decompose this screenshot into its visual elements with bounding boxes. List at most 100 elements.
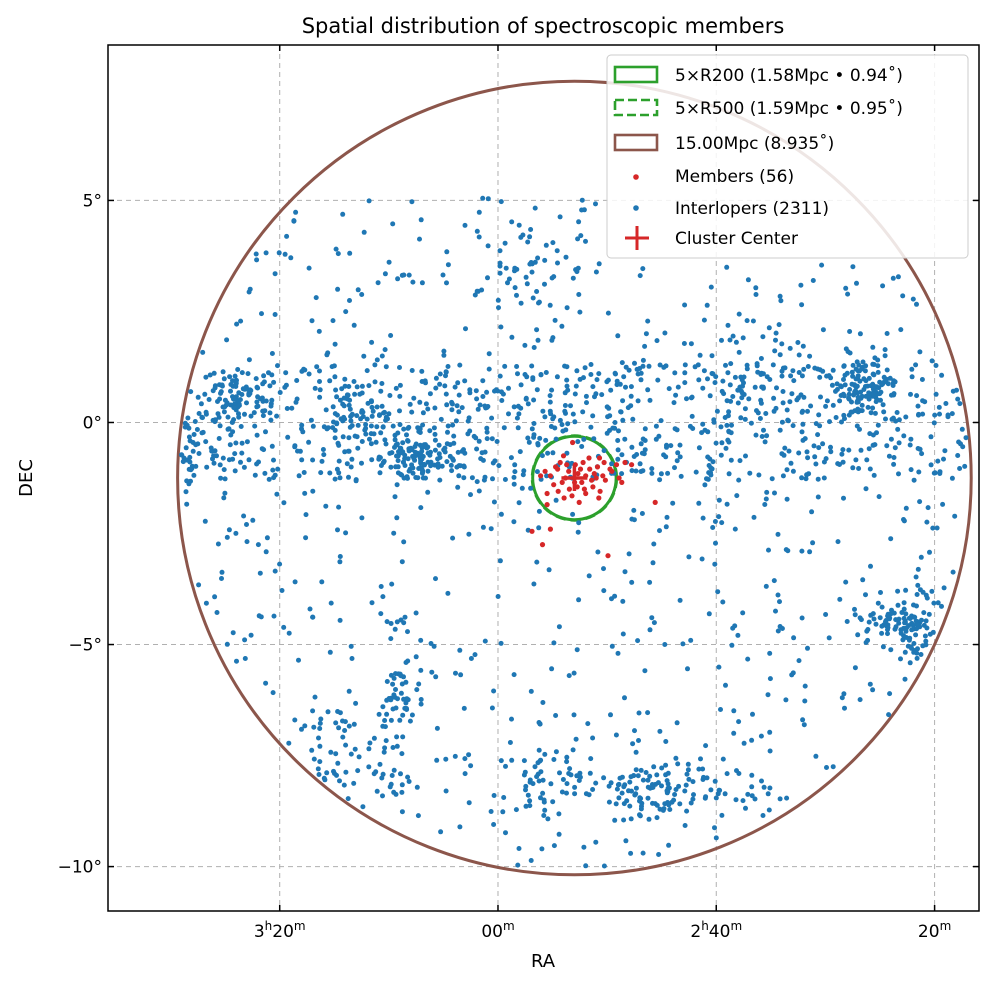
interloper-point-2106: [546, 567, 552, 573]
interloper-point-1686: [433, 674, 439, 680]
interloper-point-796: [236, 414, 242, 420]
interloper-point-1263: [637, 798, 642, 804]
interloper-point-1950: [775, 592, 781, 598]
interloper-point-303: [653, 423, 659, 429]
interloper-point-1560: [925, 505, 931, 511]
interloper-point-580: [773, 405, 779, 411]
interloper-point-1794: [649, 615, 655, 621]
interloper-point-1712: [361, 229, 367, 235]
interloper-point-1634: [916, 469, 922, 475]
interloper-point-1278: [704, 775, 710, 781]
interloper-point-1315: [397, 717, 403, 723]
interloper-point-2023: [863, 486, 869, 492]
interloper-point-1831: [534, 559, 540, 565]
interloper-point-543: [531, 421, 537, 426]
interloper-point-1985: [480, 524, 486, 530]
interloper-point-2160: [433, 576, 438, 582]
interloper-point-1360: [399, 751, 405, 757]
interloper-point-1287: [398, 690, 404, 696]
interloper-point-1963: [337, 617, 343, 623]
interloper-point-213: [936, 404, 942, 410]
interloper-point-529: [612, 370, 618, 376]
interloper-point-1573: [841, 495, 846, 501]
interloper-point-2028: [274, 491, 280, 497]
interloper-point-974: [846, 391, 852, 397]
interloper-point-1170: [871, 616, 877, 622]
interloper-point-1646: [909, 374, 915, 380]
interloper-point-933: [447, 453, 453, 459]
interloper-point-930: [408, 445, 414, 451]
interloper-point-2031: [181, 458, 186, 464]
interloper-point-506: [782, 445, 788, 451]
interloper-point-235: [941, 456, 946, 462]
interloper-point-1277: [637, 813, 643, 819]
interloper-point-1565: [488, 526, 494, 532]
interloper-point-397: [799, 429, 805, 435]
interloper-point-1939: [713, 835, 719, 841]
interloper-point-212: [529, 426, 535, 432]
interloper-point-1338: [434, 757, 440, 763]
interloper-point-759: [221, 376, 227, 382]
interloper-point-1385: [360, 804, 366, 810]
interloper-point-1039: [882, 353, 888, 359]
interloper-point-1792: [482, 474, 488, 480]
interloper-point-1743: [379, 381, 385, 386]
interloper-point-1374: [322, 777, 328, 783]
interloper-point-2027: [601, 863, 607, 869]
interloper-point-1783: [391, 530, 397, 536]
interloper-point-244: [628, 384, 634, 390]
member-point-15: [602, 477, 609, 483]
interloper-point-1266: [616, 781, 622, 787]
interloper-point-1390: [394, 743, 400, 749]
interloper-point-1055: [861, 376, 867, 382]
interloper-point-889: [435, 456, 441, 462]
interloper-point-70: [588, 424, 594, 430]
interloper-point-320: [203, 374, 209, 380]
interloper-point-35: [638, 377, 644, 383]
interloper-point-1919: [359, 515, 365, 521]
interloper-point-633: [457, 362, 463, 368]
interloper-point-1352: [384, 711, 390, 717]
interloper-point-571: [813, 461, 819, 467]
interloper-point-1420: [621, 784, 627, 790]
interloper-point-799: [200, 415, 205, 421]
interloper-point-1654: [842, 705, 847, 711]
interloper-point-1535: [766, 325, 772, 331]
interloper-point-1538: [774, 385, 779, 391]
interloper-point-2200: [217, 423, 223, 429]
interloper-point-240: [332, 435, 338, 441]
interloper-point-2098: [392, 626, 398, 632]
interloper-point-1163: [852, 612, 858, 618]
interloper-point-2222: [410, 465, 416, 471]
interloper-point-549: [202, 391, 208, 397]
interloper-point-1272: [690, 796, 696, 802]
interloper-point-861: [349, 411, 355, 417]
interloper-point-790: [267, 410, 273, 416]
interloper-point-1874: [337, 554, 343, 559]
interloper-point-1807: [875, 363, 881, 369]
interloper-point-1710: [645, 710, 651, 716]
interloper-point-673: [212, 417, 218, 423]
member-point-17: [542, 468, 548, 474]
member-point-38: [555, 466, 561, 472]
interloper-point-1789: [553, 749, 559, 755]
interloper-point-449: [696, 377, 702, 383]
interloper-point-1658: [574, 647, 580, 653]
interloper-point-2212: [383, 738, 389, 744]
interloper-point-614: [542, 414, 548, 420]
interloper-point-1901: [418, 697, 424, 702]
interloper-point-896: [380, 460, 386, 466]
interloper-point-1520: [820, 327, 826, 333]
interloper-point-1381: [394, 734, 400, 740]
interloper-point-257: [419, 368, 425, 374]
interloper-point-2184: [402, 614, 408, 620]
interloper-point-1270: [665, 781, 671, 787]
interloper-point-903: [458, 463, 463, 469]
interloper-point-944: [425, 444, 431, 450]
interloper-point-247: [261, 373, 267, 379]
interloper-point-1179: [682, 823, 688, 828]
interloper-point-1678: [374, 357, 380, 363]
interloper-point-2165: [868, 563, 873, 569]
interloper-point-844: [340, 434, 346, 440]
interloper-point-1780: [222, 490, 228, 496]
